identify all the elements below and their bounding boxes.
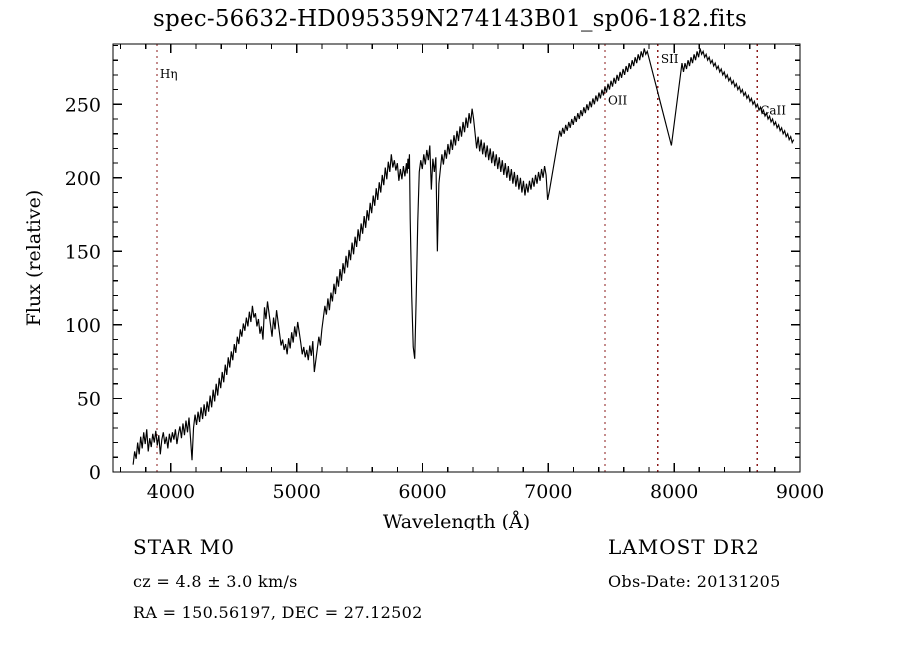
y-tick-label: 250 — [65, 94, 101, 116]
spectral-line-label-OII: OII — [608, 93, 628, 107]
y-tick-label: 150 — [65, 241, 101, 263]
spectrum-trace — [132, 48, 795, 465]
survey-label: LAMOST DR2 — [608, 535, 760, 559]
spectrum-figure: 4000 5000 6000 7000 8000 9000 0 50 100 150 200 250 W… — [23, 43, 824, 530]
x-tick-label: 8000 — [650, 481, 698, 503]
spectrum-plot: 4000 5000 6000 7000 8000 9000 0 50 100 150 200 250 W… — [23, 43, 824, 530]
plot-frame — [112, 43, 801, 473]
y-tick-label: 200 — [65, 168, 101, 190]
x-tick-label: 6000 — [398, 481, 446, 503]
y-tick-label: 50 — [77, 388, 101, 410]
x-tick-label: 9000 — [776, 481, 824, 503]
coordinates-label: RA = 150.56197, DEC = 27.12502 — [133, 603, 423, 622]
x-tick-label: 7000 — [524, 481, 572, 503]
x-tick-label: 5000 — [273, 481, 321, 503]
y-tick-label: 0 — [89, 462, 101, 484]
y-tick-label: 100 — [65, 315, 101, 337]
x-tick-label: 4000 — [147, 481, 195, 503]
page-title: spec-56632-HD095359N274143B01_sp06-182.f… — [153, 6, 747, 32]
redshift-velocity-label: cz = 4.8 ± 3.0 km/s — [133, 572, 298, 591]
spectral-line-label-CaII: CaII — [760, 104, 786, 118]
object-class-label: STAR M0 — [133, 535, 236, 559]
x-axis-title: Wavelength (Å) — [383, 511, 530, 530]
y-axis-title: Flux (relative) — [23, 190, 45, 327]
spectral-line-label-H: Hη — [160, 67, 178, 81]
obs-date-label: Obs-Date: 20131205 — [608, 572, 781, 591]
spectral-line-label-SII: SII — [661, 52, 679, 66]
